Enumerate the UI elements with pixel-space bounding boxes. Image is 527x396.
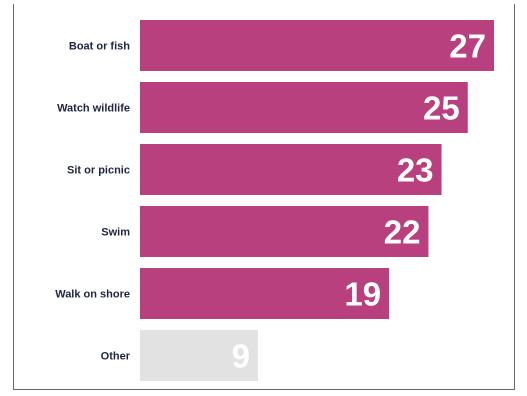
value-label-5: 9 (232, 338, 250, 375)
value-label-1: 25 (423, 90, 460, 127)
value-label-3: 22 (384, 214, 421, 251)
category-label-5: Other (101, 351, 131, 363)
category-label-2: Sit or picnic (67, 165, 130, 177)
value-label-2: 23 (397, 152, 434, 189)
value-label-0: 27 (449, 28, 486, 65)
category-label-0: Boat or fish (69, 41, 130, 53)
value-label-4: 19 (344, 276, 381, 313)
category-label-4: Walk on shore (55, 289, 130, 301)
bar-0 (140, 20, 494, 71)
bar-1 (140, 82, 468, 133)
category-label-3: Swim (101, 227, 130, 239)
category-label-1: Watch wildlife (57, 103, 130, 115)
